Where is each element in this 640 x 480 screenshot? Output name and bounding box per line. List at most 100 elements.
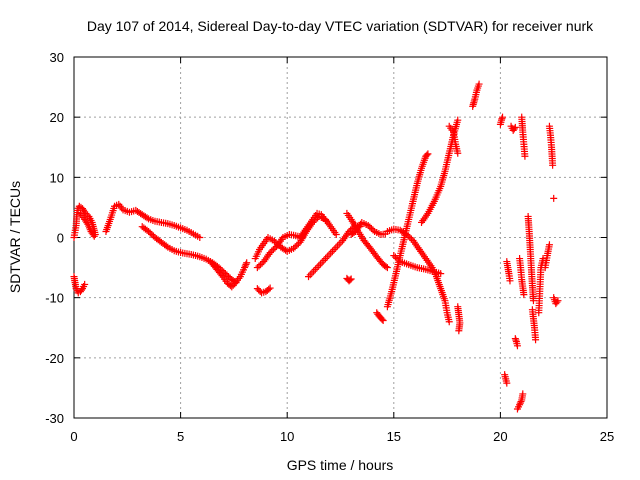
- data-point: [257, 261, 265, 269]
- data-point: [516, 401, 524, 409]
- y-tick-label: 0: [57, 231, 64, 246]
- data-point: [366, 223, 374, 231]
- data-point: [503, 379, 511, 387]
- data-series-arc-14: [373, 309, 387, 325]
- data-point: [455, 327, 463, 335]
- data-point: [454, 116, 462, 124]
- data-point: [369, 226, 377, 234]
- data-series-arc-2: [76, 209, 98, 240]
- data-point: [511, 123, 519, 131]
- x-tick-label: 15: [387, 429, 401, 444]
- data-point: [332, 230, 340, 238]
- data-point: [520, 291, 528, 299]
- data-point: [382, 263, 390, 271]
- data-series-arc-23: [501, 371, 511, 387]
- y-tick-label: 30: [50, 50, 64, 65]
- data-point: [148, 230, 156, 238]
- data-point: [395, 256, 403, 264]
- tick-labels: 0 5 10 15 20 25 30 20 10 0 -10 -20 -30: [45, 50, 614, 444]
- x-tick-label: 20: [493, 429, 507, 444]
- data-point: [383, 264, 391, 272]
- data-point: [270, 237, 278, 245]
- data-series-arc-21: [469, 80, 483, 110]
- x-tick-label: 0: [70, 429, 77, 444]
- data-series-arc-9: [296, 209, 330, 241]
- y-tick-label: -10: [45, 291, 64, 306]
- data-point: [269, 246, 277, 254]
- data-point: [364, 221, 372, 229]
- data-point: [90, 232, 98, 240]
- data-series-arc-5: [206, 258, 251, 291]
- data-series-arc-32: [535, 255, 547, 317]
- data-series-arc-28: [516, 255, 528, 299]
- data-series-arc-27: [513, 390, 527, 413]
- data-series-arc-30: [524, 212, 537, 305]
- data-point: [253, 264, 261, 272]
- data-series-arc-33: [541, 241, 553, 272]
- data-points: [70, 80, 562, 413]
- data-point: [266, 249, 274, 257]
- x-tick-label: 25: [600, 429, 614, 444]
- data-point: [81, 280, 89, 288]
- data-point: [529, 297, 537, 305]
- data-point: [513, 342, 521, 350]
- data-point: [516, 399, 524, 407]
- y-tick-label: 10: [50, 170, 64, 185]
- data-series-arc-3: [102, 200, 204, 241]
- data-point: [268, 247, 276, 255]
- data-point: [145, 227, 153, 235]
- data-point: [89, 231, 97, 239]
- data-series-arc-19: [445, 122, 462, 157]
- data-series-arc-31: [528, 306, 540, 344]
- data-point: [390, 252, 398, 260]
- data-point: [346, 276, 354, 284]
- data-point: [437, 270, 445, 278]
- data-point: [146, 229, 154, 237]
- data-point: [403, 230, 411, 238]
- data-point: [291, 243, 299, 251]
- data-series-arc-34: [545, 122, 557, 169]
- data-series-arc-0: [70, 273, 89, 297]
- data-series-arc-17: [390, 252, 445, 278]
- data-point: [265, 285, 273, 293]
- data-point: [347, 275, 355, 283]
- y-tick-label: -20: [45, 351, 64, 366]
- data-point: [499, 113, 507, 121]
- data-series-arc-25: [507, 122, 519, 134]
- data-point: [550, 194, 558, 202]
- data-series-arc-36: [550, 294, 562, 308]
- data-point: [379, 317, 387, 325]
- data-point: [532, 336, 540, 344]
- data-point: [243, 259, 251, 267]
- data-point: [549, 161, 557, 169]
- data-point: [545, 241, 553, 249]
- data-series-arc-26: [511, 335, 521, 350]
- data-series-arc-12: [343, 209, 391, 272]
- x-tick-label: 10: [280, 429, 294, 444]
- data-point: [554, 297, 562, 305]
- data-series-arc-7: [253, 230, 306, 272]
- data-series-arc-24: [503, 258, 514, 285]
- data-series-arc-35: [550, 194, 558, 202]
- data-point: [519, 390, 527, 398]
- data-point: [423, 151, 431, 159]
- data-point: [393, 255, 401, 263]
- data-point: [521, 152, 529, 160]
- data-point: [391, 253, 399, 261]
- data-point: [322, 217, 330, 225]
- data-point: [162, 242, 170, 250]
- data-point: [454, 149, 462, 157]
- data-series-arc-8: [253, 284, 274, 297]
- data-series-arc-13: [347, 218, 389, 238]
- data-series-arc-29: [518, 113, 529, 160]
- data-point: [242, 260, 250, 268]
- data-point: [378, 315, 386, 323]
- data-point: [367, 224, 375, 232]
- chart-title: Day 107 of 2014, Sidereal Day-to-day VTE…: [87, 18, 594, 34]
- y-axis-label: SDTVAR / TECUs: [7, 181, 23, 293]
- data-point: [218, 272, 226, 280]
- data-point: [143, 214, 151, 222]
- y-tick-label: 20: [50, 110, 64, 125]
- data-point: [196, 234, 204, 241]
